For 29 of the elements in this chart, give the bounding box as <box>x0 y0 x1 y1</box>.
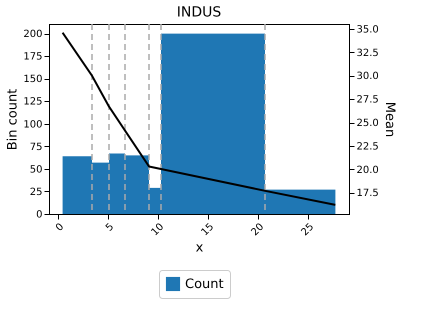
y2-tick-label: 17.5 <box>356 188 379 200</box>
y-tick-label: 50 <box>30 164 42 176</box>
chart-title: INDUS <box>176 4 222 20</box>
y-tick-label: 25 <box>30 186 42 198</box>
y2-tick-label: 20.0 <box>356 164 379 176</box>
y-tick-label: 150 <box>23 74 42 86</box>
y2-tick-label: 30.0 <box>356 71 379 82</box>
legend-label: Count <box>185 277 224 292</box>
x-tick-label: 25 <box>299 222 316 238</box>
x-tick-label: 5 <box>104 222 116 234</box>
y2-tick-label: 25.0 <box>356 118 379 130</box>
y-tick-label: 125 <box>23 96 42 108</box>
y-axis-title: Bin count <box>5 88 20 150</box>
y-tick-label: 100 <box>23 119 42 130</box>
y-tick-label: 0 <box>36 210 42 220</box>
y2-tick-label: 32.5 <box>356 48 379 59</box>
x-tick-label: 10 <box>149 222 166 238</box>
y-tick-label: 75 <box>30 142 42 153</box>
x-axis-title: x <box>196 240 204 256</box>
y-tick-label: 200 <box>23 29 42 40</box>
x-tick-label: 0 <box>54 222 66 234</box>
x-tick-label: 15 <box>199 222 216 238</box>
y2-axis-title: Mean <box>382 102 397 138</box>
y2-tick-label: 27.5 <box>356 94 379 106</box>
y2-tick-label: 22.5 <box>356 141 379 152</box>
x-tick-label: 20 <box>249 222 266 238</box>
y2-tick-label: 35.0 <box>356 24 379 36</box>
y-tick-label: 175 <box>23 52 42 63</box>
line-series <box>62 32 336 206</box>
